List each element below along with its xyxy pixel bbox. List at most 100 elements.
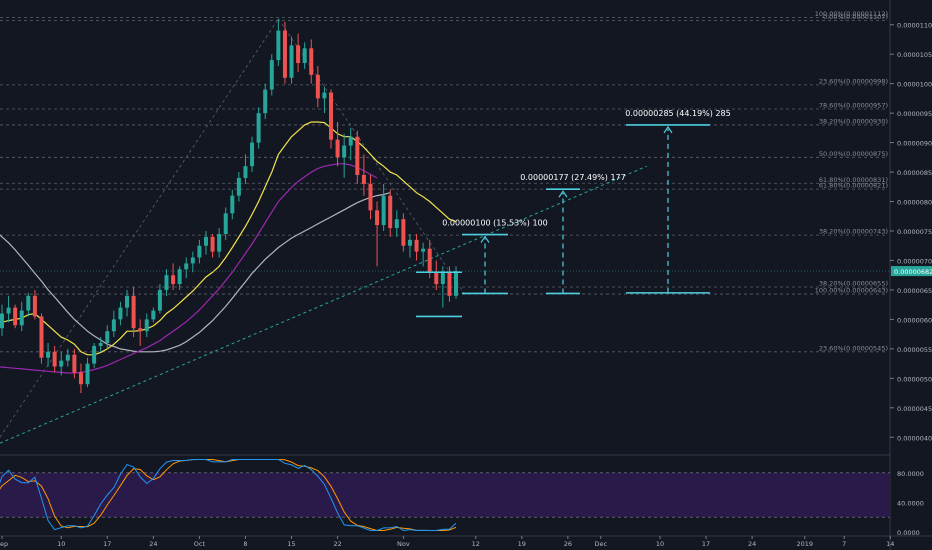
candle-body xyxy=(263,89,268,114)
time-axis[interactable]: Sep 10 17 24 Oct 8 15 22 Nov 12 19 26 Dec 10 17 24 2019 7… xyxy=(0,536,894,548)
candle-body xyxy=(296,45,301,64)
time-tick-label: 17 xyxy=(702,540,710,548)
candle-body xyxy=(315,74,320,99)
target-arrow-head xyxy=(558,190,568,198)
candle-body xyxy=(131,295,136,329)
moving-averages xyxy=(0,121,457,374)
candle-body xyxy=(157,289,162,311)
candle-body xyxy=(414,239,419,252)
candle-body xyxy=(236,177,241,196)
time-tick-label: 14 xyxy=(886,540,894,548)
time-tick-label: 15 xyxy=(287,540,295,548)
candle-body xyxy=(276,30,281,61)
fib-level-label: 38.20%(0.00000930) xyxy=(819,117,888,125)
candle-body xyxy=(105,331,110,343)
candle-body xyxy=(210,236,215,252)
candle-body xyxy=(125,295,130,308)
ema-fast-line xyxy=(0,121,457,356)
candle-body xyxy=(26,295,31,311)
sma-slow-line xyxy=(0,192,391,353)
candle-body xyxy=(454,271,459,296)
candle-body xyxy=(203,236,208,246)
candles xyxy=(0,18,459,394)
oscillator-tick-label: 80.0000 xyxy=(897,470,924,478)
target-projections: 0.00000100 (15.53%) 100 0.00000177 (27.49… xyxy=(416,109,731,318)
candle-body xyxy=(177,269,182,285)
fib-level-label: 23.60%(0.00000998) xyxy=(819,77,888,85)
candle-body xyxy=(197,245,202,258)
fib-level-label: 100.00%(0.00001112) xyxy=(815,10,888,18)
candle-body xyxy=(269,60,274,90)
candle-body xyxy=(282,30,287,78)
time-tick-label: 26 xyxy=(564,540,572,548)
target-arrow-head xyxy=(480,235,490,243)
time-tick-label: Sep xyxy=(0,540,8,548)
candle-body xyxy=(151,310,156,320)
time-tick-label: 2019 xyxy=(796,540,813,548)
candle-body xyxy=(250,142,255,167)
fib-level-label: 78.60%(0.00000957) xyxy=(819,102,888,110)
fib-level-label: 23.60%(0.00000545) xyxy=(819,344,888,352)
time-tick-label: 10 xyxy=(656,540,664,548)
candle-body xyxy=(59,360,64,367)
candle-body xyxy=(447,272,452,296)
time-tick-label: 8 xyxy=(243,540,247,548)
candle-body xyxy=(427,248,432,273)
candle-body xyxy=(388,195,393,229)
candle-body xyxy=(46,351,51,358)
target-label: 0.00000285 (44.19%) 285 xyxy=(625,109,730,118)
time-tick-label: 7 xyxy=(842,540,846,548)
candle-body xyxy=(65,354,70,361)
candle-body xyxy=(381,195,386,226)
time-tick-label: 22 xyxy=(333,540,341,548)
candle-body xyxy=(19,310,24,326)
candle-body xyxy=(85,363,90,385)
target-label: 0.00000100 (15.53%) 100 xyxy=(442,219,547,228)
candle-body xyxy=(335,139,340,158)
current-price-label: 0.00000682 xyxy=(894,268,932,276)
candle-body xyxy=(289,45,294,78)
candle-body xyxy=(118,307,123,320)
target-arrow-head xyxy=(663,125,673,134)
candle-body xyxy=(111,319,116,332)
candle-body xyxy=(32,295,37,317)
candle-body xyxy=(6,307,11,314)
fib-level-label: 61.80%(0.00000831) xyxy=(819,176,888,184)
candle-body xyxy=(98,342,103,346)
target-label: 0.00000177 (27.49%) 177 xyxy=(520,173,625,182)
candle-body xyxy=(329,92,333,140)
candle-body xyxy=(223,213,228,234)
candle-body xyxy=(184,263,189,270)
candle-body xyxy=(52,351,57,367)
candle-body xyxy=(407,239,412,246)
oscillator-band xyxy=(0,472,890,518)
fib-level-label: 0.00%(0.00001107) xyxy=(823,13,888,21)
oscillator-tick-label: 0.0000 xyxy=(897,529,920,537)
candle-body xyxy=(309,48,314,75)
fib-level-label: 38.20%(0.00000743) xyxy=(819,228,888,236)
fib-level-label: 61.80%(0.00000821) xyxy=(819,182,888,190)
candle-body xyxy=(164,275,169,290)
oscillator-pane: 80.0000 40.0000 0.0000 xyxy=(0,459,924,537)
candle-body xyxy=(342,145,347,158)
fib-level-label: 50.00%(0.00000875) xyxy=(819,150,888,158)
candle-body xyxy=(171,275,176,285)
oscillator-k-line xyxy=(0,459,457,532)
candle-body xyxy=(440,272,445,285)
candle-body xyxy=(355,136,360,176)
